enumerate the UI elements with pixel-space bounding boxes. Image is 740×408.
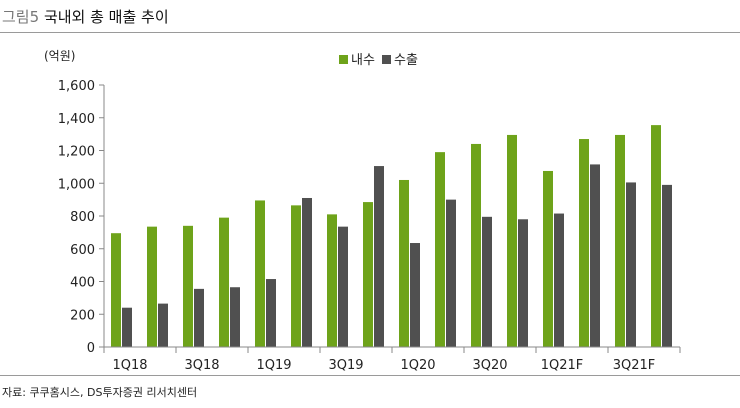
y-tick-label: 200 (70, 308, 95, 323)
x-tick-label: 3Q21F (613, 358, 656, 373)
bar-domestic-4Q18 (219, 217, 229, 347)
bar-domestic-3Q20 (471, 143, 481, 347)
bar-domestic-3Q19 (327, 214, 337, 347)
x-tick-label: 3Q20 (472, 358, 507, 373)
bar-domestic-1Q20 (399, 179, 409, 347)
bar-export-3Q18 (194, 288, 204, 347)
y-tick-label: 600 (70, 243, 95, 258)
y-axis-unit: (억원) (44, 49, 75, 63)
bar-domestic-4Q20 (507, 134, 517, 347)
legend-swatch-domestic (339, 55, 348, 64)
y-axis: (억원) 0 200 400 600 800 1,000 1,200 1,400 1,600 (44, 49, 105, 356)
bar-export-2Q19 (302, 197, 312, 347)
bar-domestic-4Q21F (651, 125, 661, 348)
title-divider (0, 32, 740, 33)
figure-number: 그림5 (2, 8, 40, 26)
bar-export-2Q20 (446, 199, 456, 347)
bar-domestic-4Q19 (363, 202, 373, 347)
bar-export-1Q21F (554, 213, 564, 347)
bar-domestic-2Q21F (579, 139, 589, 347)
bar-export-2Q18 (158, 303, 168, 347)
y-tick-label: 400 (70, 276, 95, 291)
bar-domestic-1Q19 (255, 200, 265, 347)
bar-domestic-3Q21F (615, 134, 625, 347)
footer-divider (0, 375, 740, 376)
y-tick-label: 0 (87, 341, 95, 356)
figure-title-text: 국내외 총 매출 추이 (43, 8, 169, 26)
bar-domestic-1Q18 (111, 233, 121, 347)
x-tick-label: 3Q18 (184, 358, 219, 373)
y-tick-label: 1,200 (58, 145, 95, 160)
bar-export-4Q19 (374, 166, 384, 347)
x-tick-label: 1Q19 (256, 358, 291, 373)
x-tick-label: 1Q21F (541, 358, 584, 373)
y-tick-label: 800 (70, 210, 95, 225)
x-tick-label: 1Q20 (400, 358, 435, 373)
bar-export-1Q18 (122, 307, 132, 347)
bar-export-1Q20 (410, 243, 420, 347)
bar-export-4Q20 (518, 219, 528, 347)
y-tick-label: 1,600 (58, 79, 95, 94)
figure-title: 그림5 국내외 총 매출 추이 (2, 6, 169, 27)
bar-domestic-2Q18 (147, 226, 157, 347)
bars (111, 125, 672, 348)
legend-swatch-export (382, 55, 391, 64)
bar-export-4Q18 (230, 287, 240, 347)
x-tick-label: 1Q18 (112, 358, 147, 373)
x-tick-label: 3Q19 (328, 358, 363, 373)
x-axis: 1Q18 3Q18 1Q19 3Q19 1Q20 3Q20 1Q21F 3Q21F (103, 346, 681, 373)
bar-export-3Q19 (338, 226, 348, 347)
bar-export-3Q20 (482, 216, 492, 347)
y-tick-label: 1,400 (58, 112, 95, 127)
bar-domestic-2Q19 (291, 205, 301, 347)
bar-export-4Q21F (662, 184, 672, 347)
bar-domestic-1Q21F (543, 170, 553, 347)
bar-export-3Q21F (626, 182, 636, 347)
bar-export-1Q19 (266, 279, 276, 347)
y-tick-label: 1,000 (58, 177, 95, 192)
bar-domestic-2Q20 (435, 152, 445, 347)
bar-domestic-3Q18 (183, 225, 193, 347)
legend-label-export: 수출 (394, 53, 418, 68)
source-note: 자료: 쿠쿠홈시스, DS투자증권 리서치센터 (2, 386, 198, 399)
bar-export-2Q21F (590, 164, 600, 347)
legend: 내수 수출 (339, 53, 418, 68)
legend-label-domestic: 내수 (351, 53, 375, 68)
